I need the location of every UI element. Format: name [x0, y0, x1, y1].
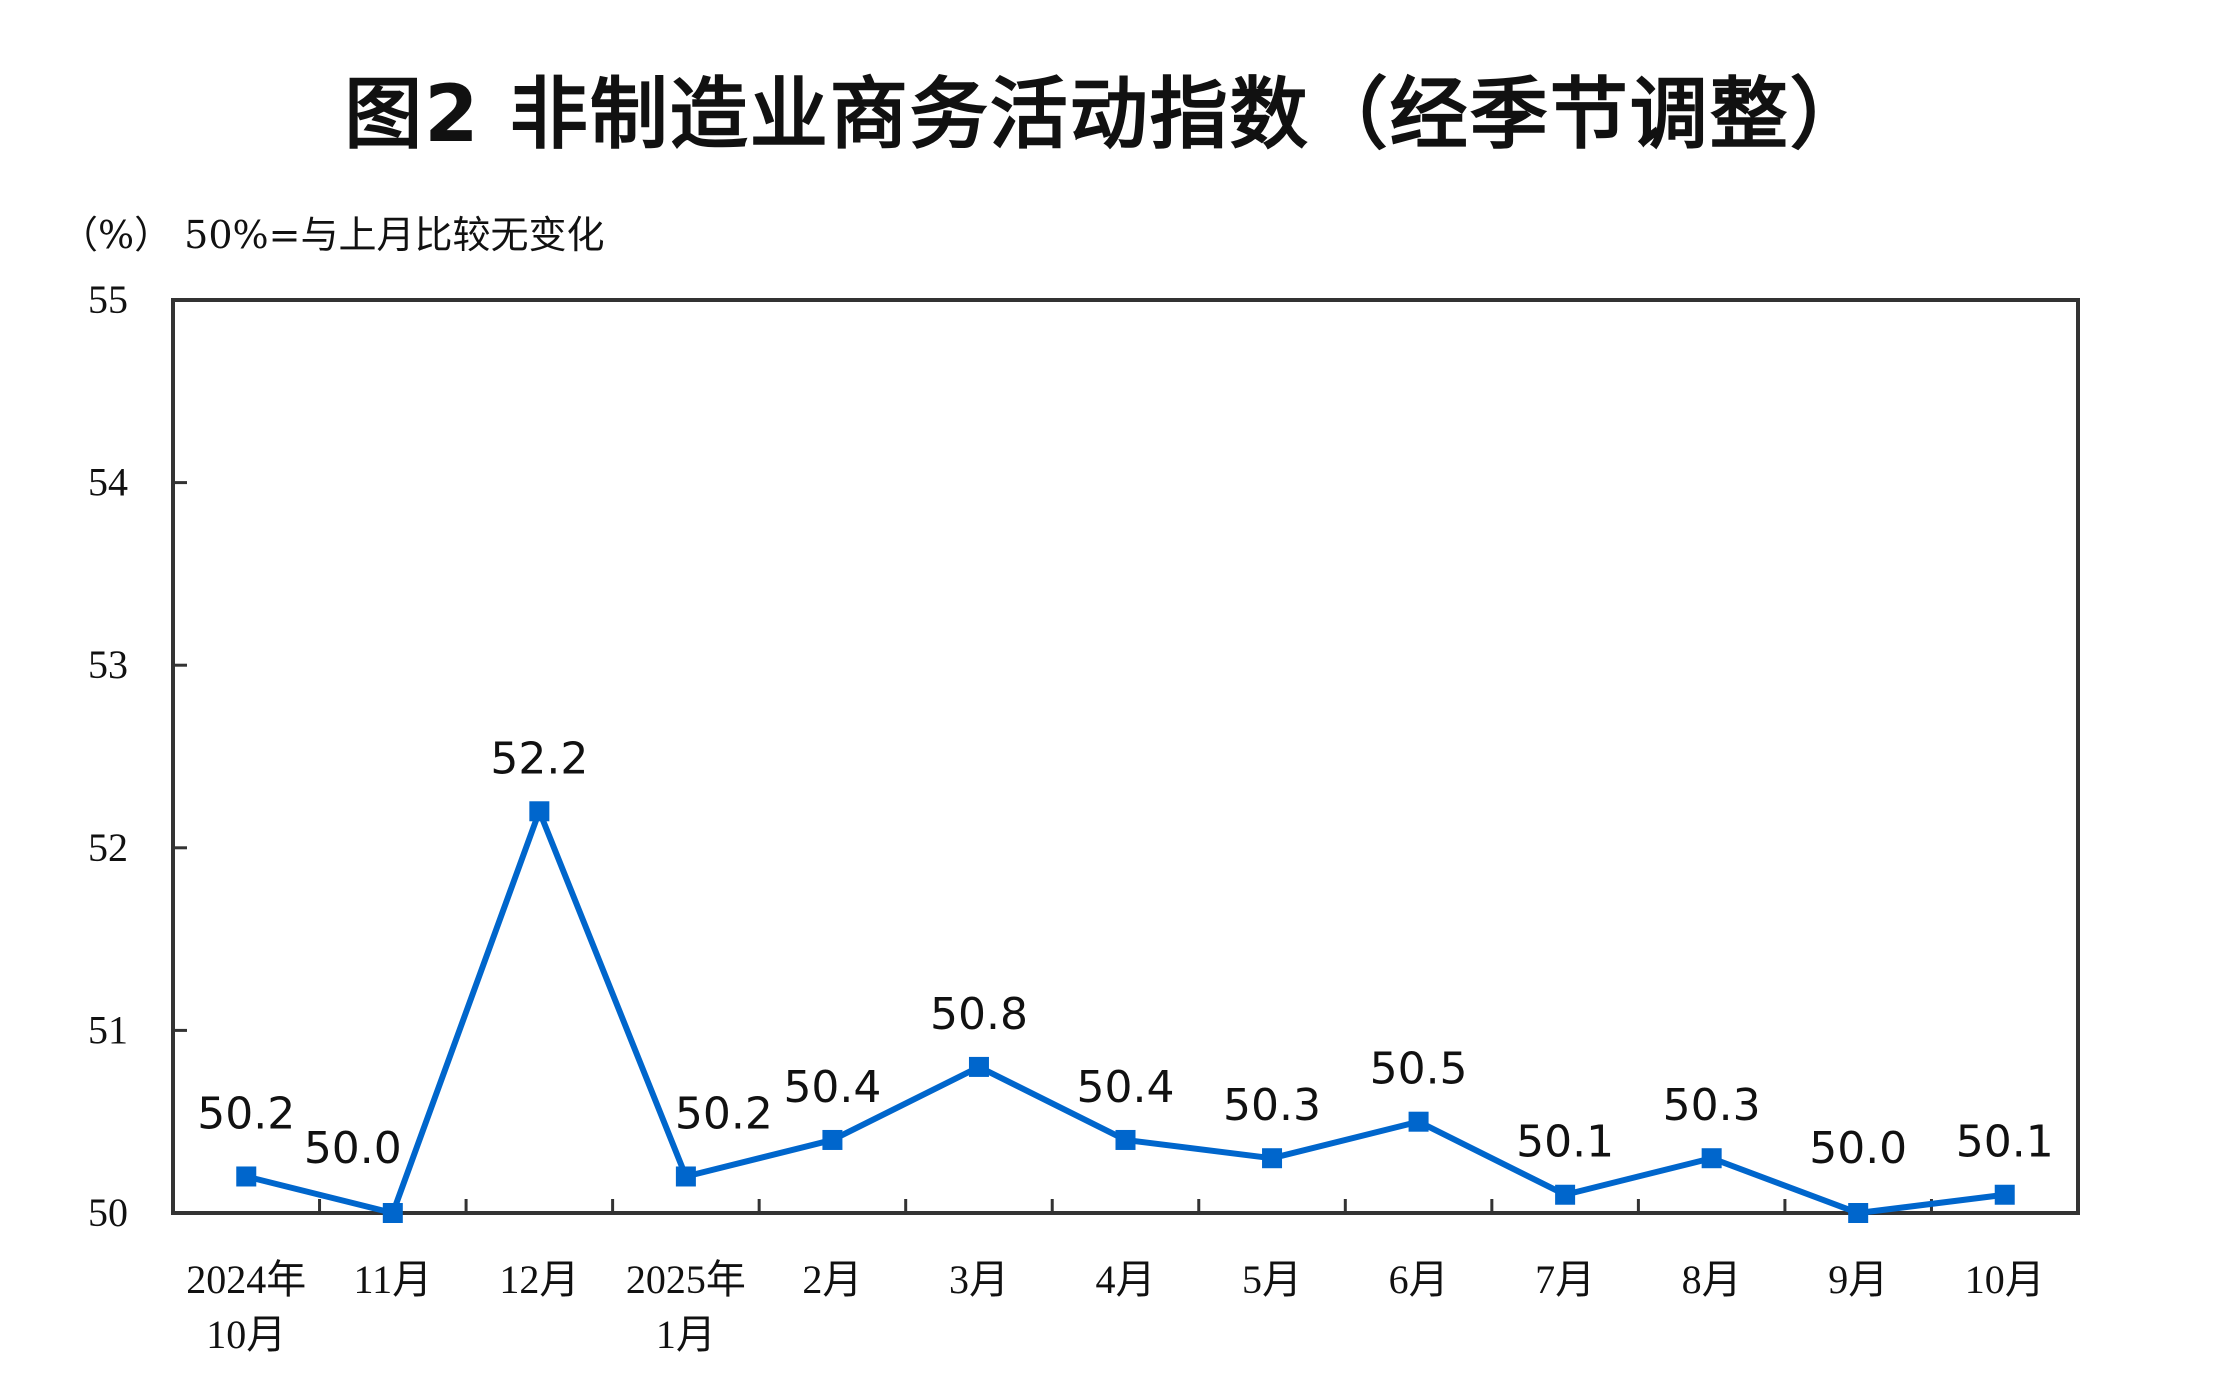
- data-point-marker: [1262, 1148, 1283, 1169]
- data-point-marker: [382, 1203, 403, 1223]
- y-tick-label: 52: [88, 825, 128, 870]
- x-tick-label: 1月: [656, 1312, 716, 1357]
- data-point-marker: [968, 1056, 989, 1077]
- data-label: 50.1: [1956, 1117, 2054, 1168]
- data-label: 50.8: [930, 989, 1028, 1040]
- data-point-marker: [822, 1129, 843, 1150]
- y-tick-label: 51: [88, 1007, 128, 1052]
- x-tick-label: 6月: [1389, 1257, 1449, 1302]
- data-point-marker: [675, 1166, 696, 1187]
- x-tick-label: 3月: [949, 1257, 1009, 1302]
- data-label: 50.1: [1516, 1117, 1614, 1168]
- y-tick-label: 55: [88, 277, 128, 322]
- data-label: 52.2: [490, 733, 588, 784]
- x-tick-label: 12月: [499, 1257, 579, 1302]
- x-tick-label: 10月: [206, 1312, 286, 1357]
- data-label: 50.0: [304, 1123, 402, 1174]
- y-tick-label: 50: [88, 1190, 128, 1235]
- data-point-marker: [1701, 1148, 1722, 1169]
- x-tick-label: 2月: [802, 1257, 862, 1302]
- data-label: 50.5: [1370, 1044, 1468, 1095]
- x-tick-label: 2025年: [626, 1257, 746, 1302]
- data-point-marker: [236, 1166, 257, 1187]
- plot-frame: [171, 298, 2080, 1215]
- x-tick-label: 10月: [1965, 1257, 2045, 1302]
- data-point-marker: [1115, 1129, 1136, 1150]
- data-point-marker: [529, 801, 550, 822]
- data-label: 50.3: [1663, 1080, 1761, 1131]
- y-tick-label: 54: [88, 460, 128, 505]
- data-label: 50.4: [783, 1062, 881, 1113]
- x-tick-label: 4月: [1096, 1257, 1156, 1302]
- data-point-marker: [1555, 1184, 1576, 1205]
- data-point-marker: [1994, 1184, 2015, 1205]
- x-tick-label: 8月: [1682, 1257, 1742, 1302]
- x-tick-label: 7月: [1535, 1257, 1595, 1302]
- data-label: 50.3: [1223, 1080, 1321, 1131]
- x-tick-label: 9月: [1828, 1257, 1888, 1302]
- chart-title: 图2 非制造业商务活动指数（经季节调整）: [344, 70, 1870, 160]
- x-tick-label: 5月: [1242, 1257, 1302, 1302]
- y-tick-label: 53: [88, 642, 128, 687]
- data-label: 50.4: [1077, 1062, 1175, 1113]
- x-tick-label: 2024年: [186, 1257, 306, 1302]
- x-tick-label: 11月: [354, 1257, 433, 1302]
- data-point-marker: [1408, 1111, 1429, 1132]
- data-label: 50.0: [1809, 1123, 1907, 1174]
- series-line: [245, 802, 2006, 1217]
- data-label: 50.2: [675, 1088, 773, 1139]
- data-point-marker: [1848, 1203, 1869, 1223]
- y-axis-unit-label: （%） 50%=与上月比较无变化: [60, 213, 605, 257]
- data-label: 50.2: [197, 1088, 295, 1139]
